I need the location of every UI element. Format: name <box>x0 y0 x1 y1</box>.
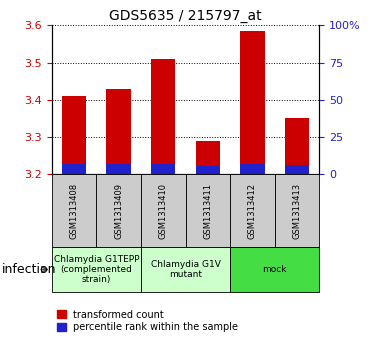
Bar <box>196 141 220 174</box>
Legend: transformed count, percentile rank within the sample: transformed count, percentile rank withi… <box>57 310 238 332</box>
Bar <box>141 247 230 292</box>
Bar <box>196 166 220 174</box>
Bar <box>52 247 141 292</box>
Bar <box>62 164 86 174</box>
Bar <box>275 174 319 247</box>
Text: GSM1313410: GSM1313410 <box>159 183 168 238</box>
Bar <box>96 174 141 247</box>
Text: Chlamydia G1TEPP
(complemented
strain): Chlamydia G1TEPP (complemented strain) <box>54 254 139 285</box>
Bar <box>285 118 309 174</box>
Bar <box>106 89 131 174</box>
Bar <box>285 165 309 174</box>
Title: GDS5635 / 215797_at: GDS5635 / 215797_at <box>109 9 262 23</box>
Text: GSM1313408: GSM1313408 <box>70 183 79 238</box>
Text: infection: infection <box>2 263 56 276</box>
Bar <box>186 174 230 247</box>
Text: Chlamydia G1V
mutant: Chlamydia G1V mutant <box>151 260 220 279</box>
Bar <box>141 174 186 247</box>
Bar <box>62 96 86 174</box>
Text: GSM1313413: GSM1313413 <box>292 183 301 238</box>
Bar <box>151 164 175 174</box>
Text: GSM1313411: GSM1313411 <box>203 183 212 238</box>
Bar <box>240 31 265 174</box>
Text: GSM1313409: GSM1313409 <box>114 183 123 238</box>
Text: mock: mock <box>262 265 287 274</box>
Bar <box>230 247 319 292</box>
Text: GSM1313412: GSM1313412 <box>248 183 257 238</box>
Bar <box>151 59 175 174</box>
Bar <box>106 164 131 174</box>
Bar <box>230 174 275 247</box>
Bar <box>240 164 265 174</box>
Bar <box>52 174 96 247</box>
